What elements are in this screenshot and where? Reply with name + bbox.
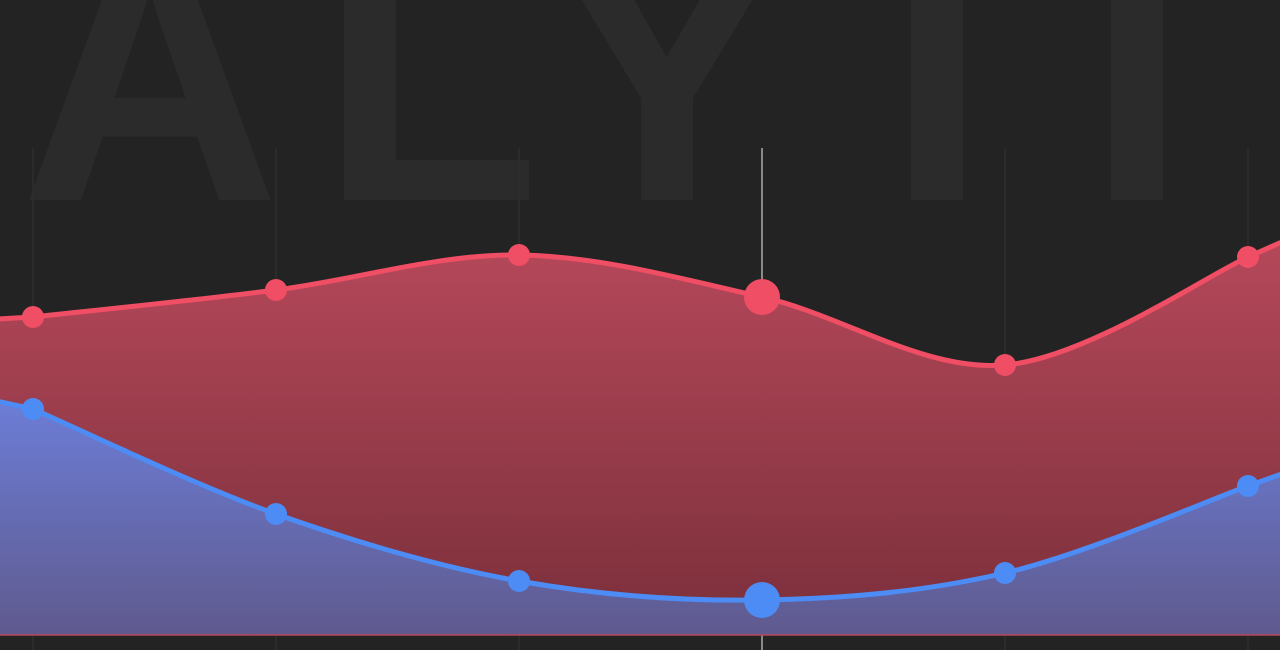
point (265, 503, 287, 525)
point (994, 562, 1016, 584)
point (1237, 246, 1259, 268)
point (22, 398, 44, 420)
watermark: ALYTI (20, 0, 1227, 277)
point (508, 570, 530, 592)
point (994, 354, 1016, 376)
line (30, 252, 1251, 369)
point (22, 306, 44, 328)
highlight-point (744, 279, 780, 315)
highlight-point (744, 582, 780, 618)
area (0, 401, 1280, 635)
point (1237, 475, 1259, 497)
point (265, 279, 287, 301)
point (508, 244, 530, 266)
line (30, 406, 1251, 603)
